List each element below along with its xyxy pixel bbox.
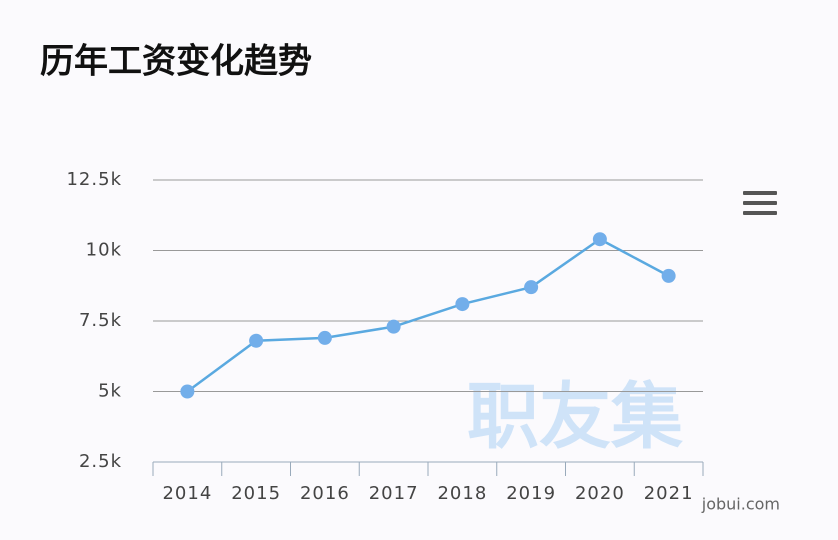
marker	[455, 297, 470, 312]
source: jobui.com	[701, 495, 780, 514]
y-tick-label: 2.5k	[79, 451, 122, 472]
chart-title: 历年工资变化趋势	[40, 42, 312, 82]
x-tick-label: 2020	[575, 483, 625, 504]
marker	[524, 280, 539, 295]
marker	[592, 232, 607, 247]
marker	[249, 333, 264, 348]
y-tick-label: 12.5k	[66, 169, 122, 190]
x-tick-label: 2016	[300, 483, 350, 504]
marker	[317, 330, 332, 345]
marker	[180, 384, 195, 399]
line	[186, 237, 670, 393]
y-tick-label: 7.5k	[79, 310, 122, 331]
menu-bar	[743, 211, 777, 215]
menu-bar	[743, 191, 777, 195]
x-tick-label: 2014	[162, 483, 212, 504]
y-tick-label: 5k	[98, 381, 122, 402]
y-tick-label: 10k	[86, 240, 122, 261]
menu-icon[interactable]	[743, 191, 777, 215]
x-tick-label: 2017	[369, 483, 419, 504]
marker	[661, 268, 676, 283]
x-tick-label: 2019	[506, 483, 556, 504]
menu-bar	[743, 201, 777, 205]
x-tick-label: 2018	[437, 483, 487, 504]
x-tick-label: 2015	[231, 483, 281, 504]
x-tick-label: 2021	[644, 483, 694, 504]
watermark: 职友集	[467, 375, 683, 459]
marker	[386, 319, 401, 334]
